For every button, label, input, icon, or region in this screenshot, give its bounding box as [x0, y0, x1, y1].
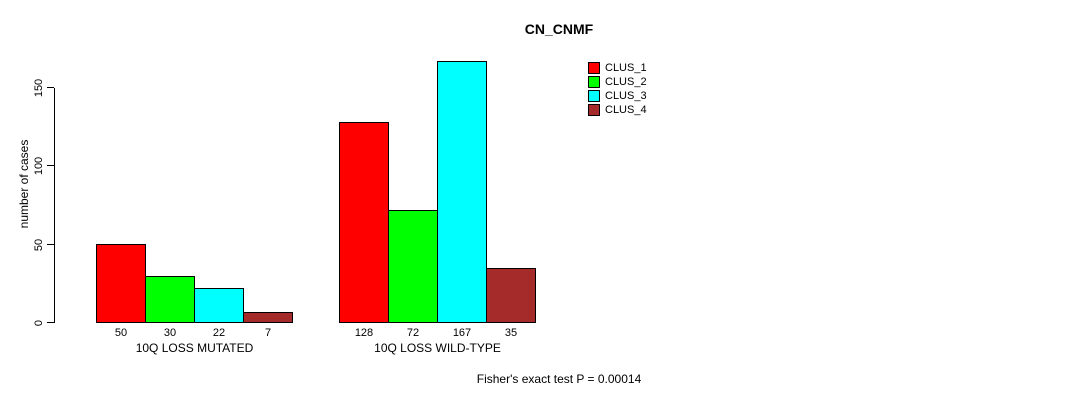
- legend-swatch-clus_2: [588, 76, 600, 88]
- bar-clus_1: [96, 244, 146, 323]
- bar-clus_2: [145, 276, 195, 323]
- legend-label: CLUS_1: [605, 62, 647, 74]
- legend-row: CLUS_2: [588, 75, 647, 89]
- y-tick-mark: [47, 87, 54, 88]
- category-label: 10Q LOSS MUTATED: [135, 341, 254, 355]
- legend-swatch-clus_4: [588, 104, 600, 116]
- y-tick-mark: [47, 165, 54, 166]
- y-axis-line: [54, 88, 55, 323]
- legend-row: CLUS_3: [588, 89, 647, 103]
- legend-label: CLUS_3: [605, 90, 647, 102]
- bar-value-label: 128: [354, 327, 374, 339]
- bar-clus_3: [437, 61, 487, 323]
- bar-value-label: 35: [504, 327, 518, 339]
- legend-label: CLUS_4: [605, 104, 647, 116]
- y-tick-label: 150: [33, 78, 45, 98]
- legend-row: CLUS_1: [588, 61, 647, 75]
- bar-value-label: 167: [452, 327, 472, 339]
- bar-value-label: 7: [264, 327, 272, 339]
- legend: CLUS_1 CLUS_2 CLUS_3 CLUS_4: [588, 61, 647, 117]
- bar-value-label: 22: [212, 327, 226, 339]
- bar-value-label: 30: [163, 327, 177, 339]
- chart-title: CN_CNMF: [524, 21, 594, 37]
- bar-value-label: 72: [406, 327, 420, 339]
- category-label: 10Q LOSS WILD-TYPE: [374, 341, 501, 355]
- legend-swatch-clus_3: [588, 90, 600, 102]
- bar-value-label: 50: [114, 327, 128, 339]
- bar-clus_3: [194, 288, 244, 323]
- bar-clus_4: [243, 312, 293, 323]
- y-tick-mark: [47, 244, 54, 245]
- bar-clus_1: [339, 122, 389, 323]
- bar-clus_2: [388, 210, 438, 323]
- legend-row: CLUS_4: [588, 103, 647, 117]
- y-tick-mark: [47, 322, 54, 323]
- legend-swatch-clus_1: [588, 62, 600, 74]
- bar-clus_4: [486, 268, 536, 323]
- legend-label: CLUS_2: [605, 76, 647, 88]
- y-tick-label: 0: [33, 319, 45, 327]
- y-tick-label: 50: [33, 238, 45, 252]
- y-axis-label: number of cases: [17, 139, 31, 229]
- y-tick-label: 100: [33, 156, 45, 176]
- fisher-test-caption: Fisher's exact test P = 0.00014: [476, 372, 642, 386]
